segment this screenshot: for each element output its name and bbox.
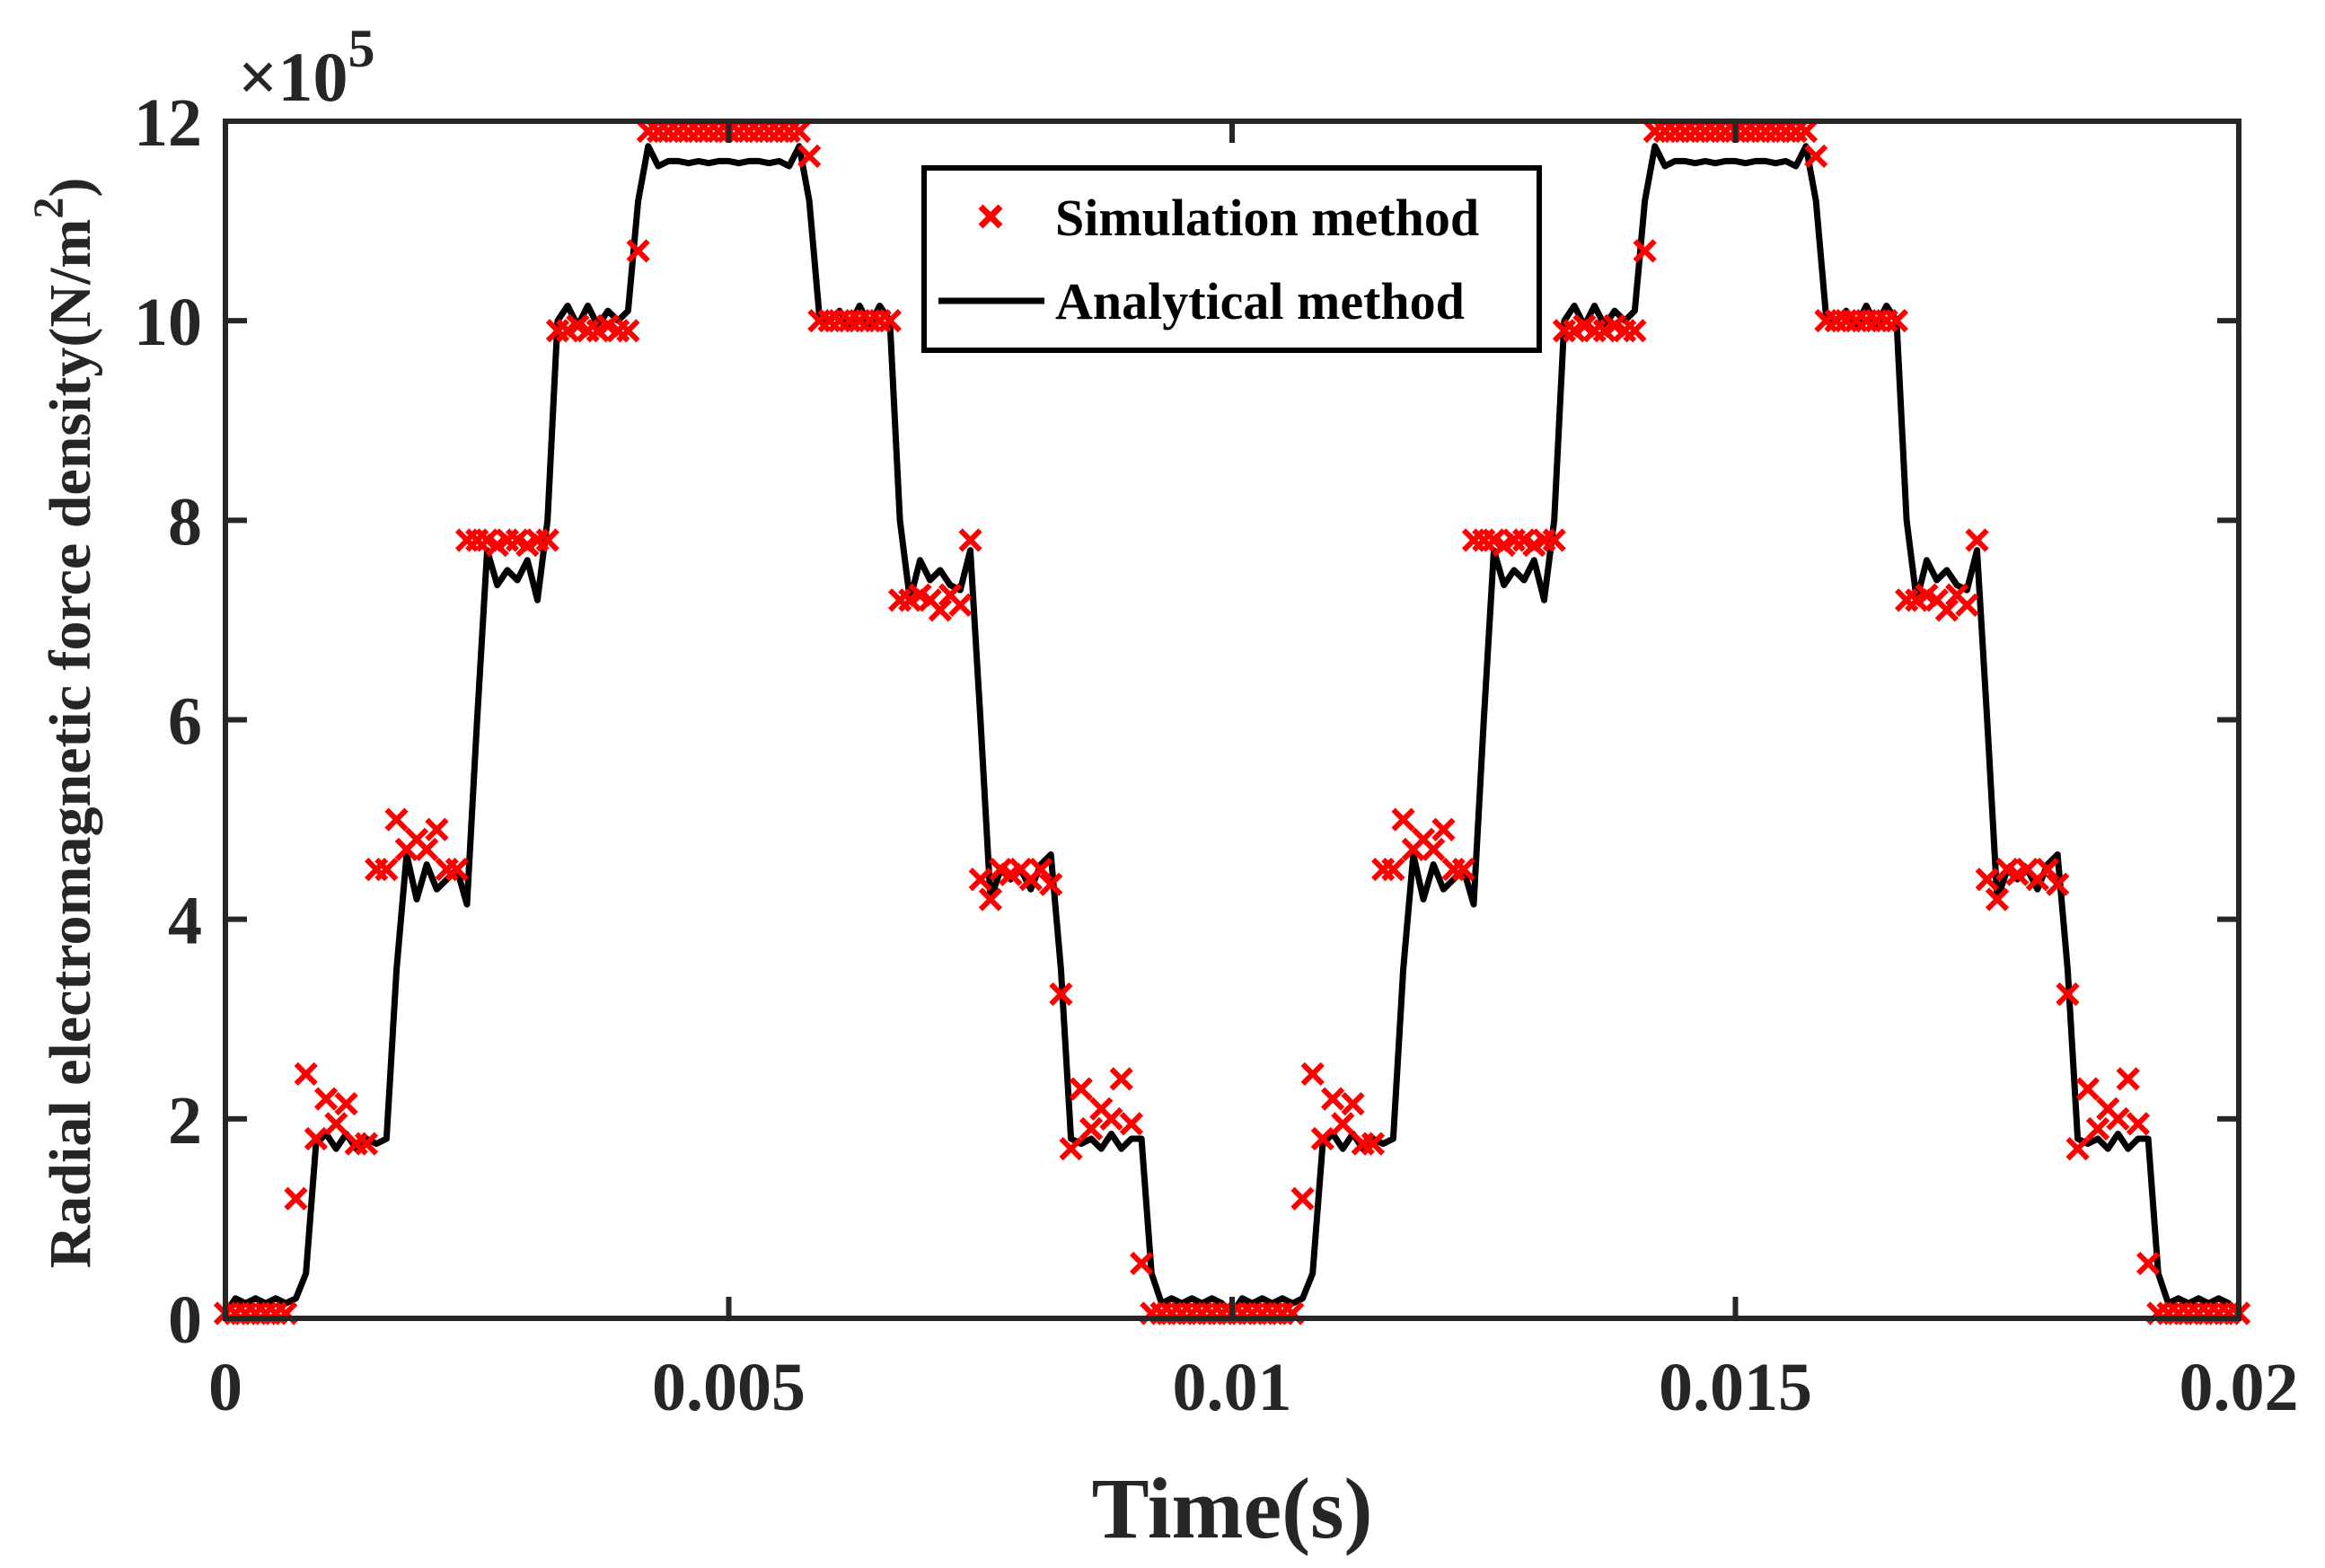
x-axis-label: Time(s) [1092, 1460, 1373, 1556]
y-tick-label: 2 [168, 1083, 202, 1158]
simulation-point [445, 858, 469, 882]
simulation-point [1028, 858, 1053, 882]
simulation-point [2075, 1077, 2100, 1101]
simulation-point [1341, 1092, 1365, 1116]
x-tick-label: 0 [208, 1350, 242, 1425]
simulation-point [1623, 319, 1647, 343]
simulation-point [797, 144, 822, 169]
simulation-point [616, 319, 640, 343]
simulation-point [2046, 872, 2070, 896]
simulation-point [1955, 593, 1979, 617]
simulation-point [415, 837, 439, 862]
y-multiplier: ×105 [238, 19, 374, 116]
simulation-point [1934, 598, 1960, 622]
simulation-point [1422, 837, 1446, 862]
y-tick-label: 4 [168, 884, 202, 959]
simulation-point [1079, 1116, 1104, 1141]
simulation-point [2035, 858, 2060, 882]
tick-labels: 0 0.005 0.01 0.015 0.02 0 2 4 6 8 10 12 [134, 85, 2299, 1425]
simulation-point [1391, 807, 1415, 832]
simulation-point [626, 239, 650, 263]
simulation-point [1049, 982, 1073, 1007]
simulation-point [2106, 1106, 2130, 1131]
simulation-point [1381, 858, 1405, 882]
simulation-point [1300, 1061, 1325, 1086]
simulation-point [1451, 858, 1475, 882]
simulation-point [2085, 1116, 2110, 1141]
simulation-point [425, 817, 449, 841]
simulation-point [535, 528, 559, 552]
simulation-point [787, 119, 812, 144]
simulation-point [384, 807, 409, 832]
simulation-point [354, 1132, 379, 1156]
simulation-point [1129, 1251, 1154, 1276]
simulation-point [1320, 1087, 1345, 1111]
y-tick-label: 12 [134, 85, 202, 161]
simulation-point [1985, 887, 2010, 912]
simulation-point [978, 887, 1003, 912]
simulation-point [1290, 1186, 1315, 1211]
simulation-point [1331, 1112, 1355, 1136]
y-tick-label: 8 [168, 484, 202, 559]
simulation-point [958, 528, 982, 552]
simulation-point [1099, 1106, 1123, 1131]
legend-label-simulation: Simulation method [1055, 189, 1479, 247]
simulation-point [324, 1112, 348, 1136]
y-tick-label: 6 [168, 684, 202, 760]
legend-box [921, 165, 1542, 353]
simulation-point [1119, 1112, 1144, 1136]
simulation-point [2126, 1112, 2151, 1136]
simulation-point [294, 1061, 318, 1086]
simulation-point [1804, 144, 1828, 169]
simulation-point [968, 868, 992, 892]
x-tick-label: 0.02 [2180, 1350, 2299, 1425]
simulation-point [928, 598, 953, 622]
y-tick-label: 10 [134, 285, 202, 360]
simulation-point [1793, 119, 1819, 144]
simulation-point [1431, 817, 1456, 841]
simulation-point [2065, 1137, 2090, 1161]
simulation-point [1059, 1137, 1083, 1161]
simulation-point [304, 1126, 329, 1151]
y-tick-label: 0 [168, 1282, 202, 1358]
simulation-point [1361, 1132, 1386, 1156]
simulation-point [1109, 1067, 1133, 1091]
simulation-point [1633, 239, 1657, 263]
simulation-point [1965, 528, 1989, 552]
axis-ticks [223, 119, 2241, 1321]
simulation-point [284, 1186, 308, 1211]
simulation-point [1884, 309, 1908, 333]
simulation-point [1542, 528, 1566, 552]
simulation-point [2136, 1251, 2161, 1276]
simulation-point [2056, 982, 2080, 1007]
x-tick-label: 0.005 [652, 1350, 806, 1425]
x-tick-label: 0.01 [1173, 1350, 1292, 1425]
legend-label-analytical: Analytical method [1055, 272, 1465, 330]
simulation-point [313, 1087, 339, 1111]
x-tick-label: 0.015 [1659, 1350, 1812, 1425]
legend: Simulation method Analytical method [921, 165, 1542, 353]
simulation-point [1310, 1126, 1335, 1151]
simulation-point [2116, 1067, 2140, 1091]
simulation-point [1069, 1077, 1093, 1101]
simulation-point [1039, 872, 1063, 896]
y-axis-label: Radial electromagnetic force density(N/m… [25, 178, 103, 1269]
simulation-point [948, 593, 973, 617]
simulation-point [877, 309, 902, 333]
simulation-series [213, 119, 2251, 1326]
legend-marker-simulation [978, 204, 1003, 229]
simulation-point [334, 1092, 358, 1116]
simulation-point [374, 858, 399, 882]
simulation-point [1975, 868, 1999, 892]
